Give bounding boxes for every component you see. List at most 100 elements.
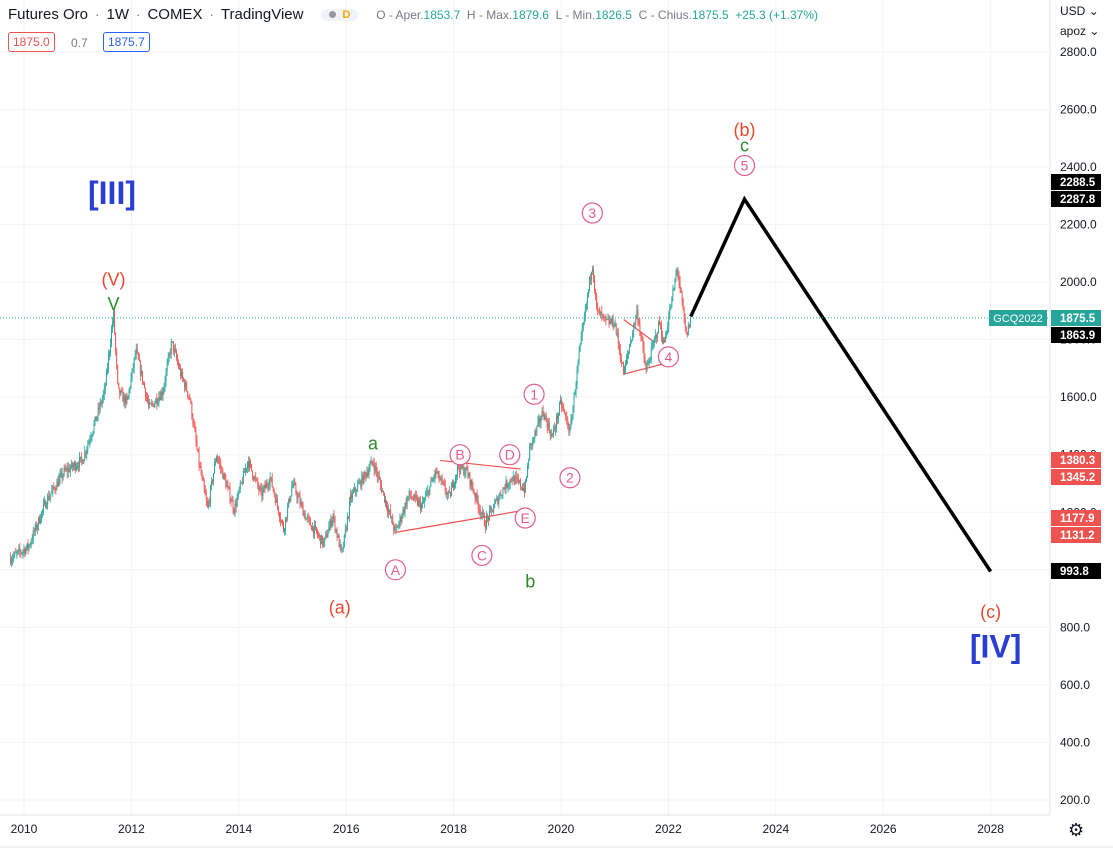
candle-body — [91, 435, 93, 438]
candle-body — [338, 535, 340, 548]
candle-body — [456, 474, 458, 478]
candle-body — [142, 382, 144, 384]
candle-body — [187, 391, 189, 396]
candle-body — [139, 361, 141, 375]
candle-body — [184, 381, 186, 389]
price-label-text: 2287.8 — [1060, 194, 1096, 206]
candle-body — [110, 343, 111, 352]
currency-label: USD — [1060, 4, 1086, 18]
candle-body — [317, 532, 318, 536]
candle-body — [231, 500, 233, 502]
wave-labels: [III] (V) V (a) a b A B C D E 1 2 3 4 5 c(b) (c) [IV] — [88, 120, 1021, 664]
candle-body — [403, 509, 405, 513]
candle-body — [625, 364, 626, 368]
candle-body — [333, 515, 335, 518]
candle-body — [337, 535, 339, 538]
candle-body — [355, 487, 357, 492]
candle-body — [559, 403, 561, 414]
candle-body — [439, 479, 441, 481]
candle-body — [438, 471, 440, 480]
candle-body — [20, 551, 22, 553]
candle-body — [516, 477, 518, 479]
candle-body — [12, 558, 14, 561]
candle-body — [488, 517, 489, 520]
candle-body — [320, 535, 322, 545]
candle-body — [436, 472, 438, 474]
candle-body — [364, 471, 366, 474]
candle-body — [434, 470, 436, 478]
candle-body — [660, 323, 661, 326]
candle-body — [52, 486, 54, 491]
candle-body — [681, 292, 683, 301]
candle-body — [64, 468, 66, 471]
candle-body — [597, 306, 599, 310]
candle-body — [332, 515, 334, 521]
interval-label[interactable]: 1W — [106, 6, 129, 23]
time-axis[interactable]: 2010 2012 2014 2016 2018 2020 2022 2024 2026 2028 — [0, 814, 1113, 854]
candle-body — [596, 294, 598, 307]
candle-body — [182, 371, 184, 379]
candle-body — [531, 443, 533, 446]
price-axis[interactable]: 200.0400.0600.0800.01000.01200.01400.016… — [1049, 0, 1113, 854]
candle-body — [419, 500, 420, 502]
candle-body — [679, 282, 681, 289]
candle-body — [45, 501, 47, 508]
sell-price-box[interactable]: 1875.0 — [8, 32, 55, 52]
candle-body — [126, 396, 128, 400]
wave-label-circled: B — [455, 447, 464, 463]
candle-body — [262, 489, 264, 497]
candle-body — [540, 419, 542, 423]
candle-body — [93, 423, 95, 432]
gear-icon[interactable]: ⚙ — [1068, 820, 1085, 840]
candle-body — [73, 462, 75, 466]
symbol-name[interactable]: Futures Oro — [8, 6, 89, 23]
candle-body — [361, 474, 363, 487]
candle-body — [240, 482, 242, 484]
currency-selector[interactable]: USD ⌄ — [1060, 4, 1099, 18]
candle-body — [82, 459, 84, 464]
candle-body — [304, 513, 306, 520]
candle-body — [162, 392, 164, 396]
market-status-badge[interactable]: D — [321, 9, 359, 22]
candle-body — [347, 516, 349, 518]
projection-path — [689, 195, 993, 573]
candle-body — [584, 307, 586, 318]
candle-body — [90, 437, 92, 441]
candle-body — [258, 485, 260, 490]
candle-body — [171, 341, 173, 343]
candle-body — [19, 548, 21, 552]
candle-body — [534, 431, 536, 438]
candle-body — [684, 317, 686, 327]
candle-body — [234, 503, 236, 513]
chevron-down-icon: ⌄ — [1088, 4, 1099, 18]
candle-body — [174, 348, 176, 352]
candle-body — [528, 460, 530, 466]
wave-circle — [581, 202, 603, 224]
low-label: L - Min. — [555, 8, 596, 22]
candle-body — [286, 517, 288, 519]
candle-body — [500, 493, 502, 496]
candle-body — [224, 473, 226, 479]
candle-body — [564, 409, 566, 414]
candle-body — [563, 407, 565, 410]
candle-body — [532, 438, 534, 446]
candle-body — [362, 474, 364, 484]
candle-body — [449, 492, 451, 497]
candle-body — [169, 353, 171, 355]
candle-body — [507, 485, 509, 488]
candle-body — [343, 534, 345, 547]
candle-body — [153, 403, 155, 407]
candle-body — [48, 496, 50, 500]
candle-body — [331, 520, 333, 526]
candle-body — [47, 496, 49, 506]
candle-body — [311, 526, 313, 531]
candle-body — [205, 495, 207, 501]
candle-body — [32, 530, 34, 540]
candle-body — [442, 481, 444, 483]
candle-body — [89, 440, 91, 442]
candle-body — [204, 489, 206, 496]
candle-body — [176, 358, 178, 363]
scale-mode-selector[interactable]: apoz ⌄ — [1060, 24, 1099, 38]
buy-price-box[interactable]: 1875.7 — [103, 32, 150, 52]
